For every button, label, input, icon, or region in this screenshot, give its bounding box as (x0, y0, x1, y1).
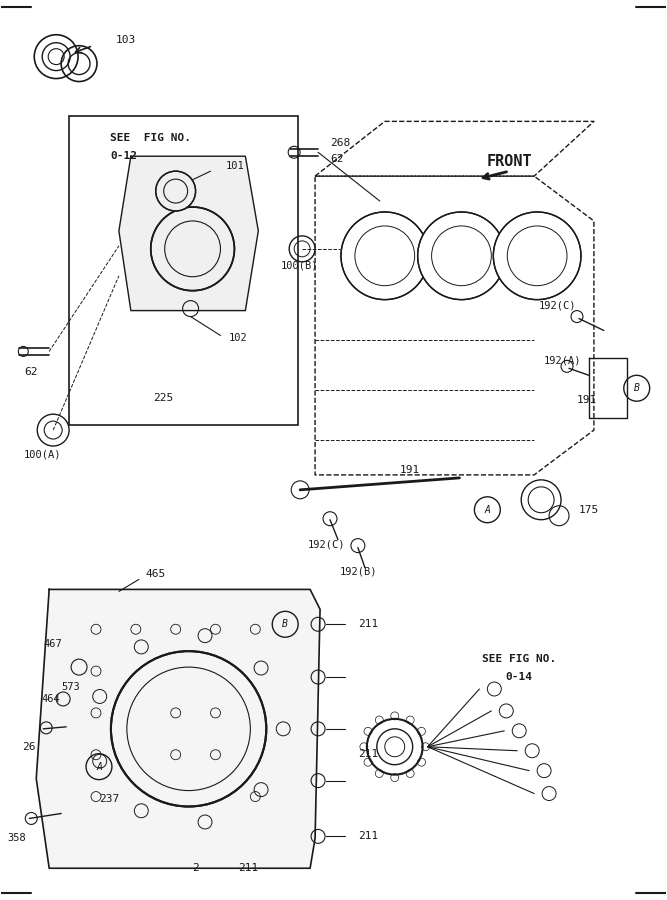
Text: 26: 26 (23, 742, 36, 751)
Text: 358: 358 (7, 833, 26, 843)
Text: 0-12: 0-12 (110, 151, 137, 161)
Text: 102: 102 (228, 334, 247, 344)
Text: 192(A): 192(A) (544, 356, 582, 365)
Text: 573: 573 (62, 682, 81, 692)
Text: 211: 211 (358, 832, 378, 842)
Text: 101: 101 (225, 161, 244, 171)
Text: 0-14: 0-14 (506, 672, 533, 682)
Text: 191: 191 (400, 465, 420, 475)
Text: 103: 103 (116, 35, 136, 45)
Text: SEE  FIG NO.: SEE FIG NO. (110, 133, 191, 143)
Text: FRONT: FRONT (486, 154, 532, 168)
Text: A: A (96, 761, 102, 771)
Text: SEE FIG NO.: SEE FIG NO. (482, 654, 556, 664)
Circle shape (111, 652, 266, 806)
Circle shape (494, 212, 581, 300)
Polygon shape (36, 590, 320, 868)
Text: 192(C): 192(C) (308, 540, 346, 550)
Text: 467: 467 (43, 639, 62, 649)
Text: 225: 225 (153, 393, 173, 403)
Circle shape (151, 207, 234, 291)
Text: 100(A): 100(A) (23, 450, 61, 460)
Text: 62: 62 (25, 367, 38, 377)
Text: 192(C): 192(C) (538, 301, 576, 310)
Text: 175: 175 (579, 505, 599, 515)
Text: 211: 211 (358, 619, 378, 629)
Text: 62: 62 (330, 154, 344, 164)
Text: 211: 211 (238, 863, 259, 873)
Text: 191: 191 (577, 395, 597, 405)
Text: A: A (484, 505, 490, 515)
Text: 2: 2 (192, 863, 199, 873)
Text: 192(B): 192(B) (340, 566, 378, 577)
Circle shape (418, 212, 506, 300)
Text: 237: 237 (99, 794, 119, 804)
Text: B: B (282, 619, 288, 629)
Text: 100(B): 100(B) (280, 261, 317, 271)
Text: 464: 464 (41, 694, 60, 704)
Text: 268: 268 (330, 139, 350, 148)
Polygon shape (119, 157, 258, 310)
Circle shape (155, 171, 195, 211)
Text: 211: 211 (358, 749, 378, 759)
Text: B: B (634, 383, 640, 393)
Bar (69, 116, 298, 425)
Circle shape (341, 212, 429, 300)
Text: 465: 465 (146, 570, 166, 580)
